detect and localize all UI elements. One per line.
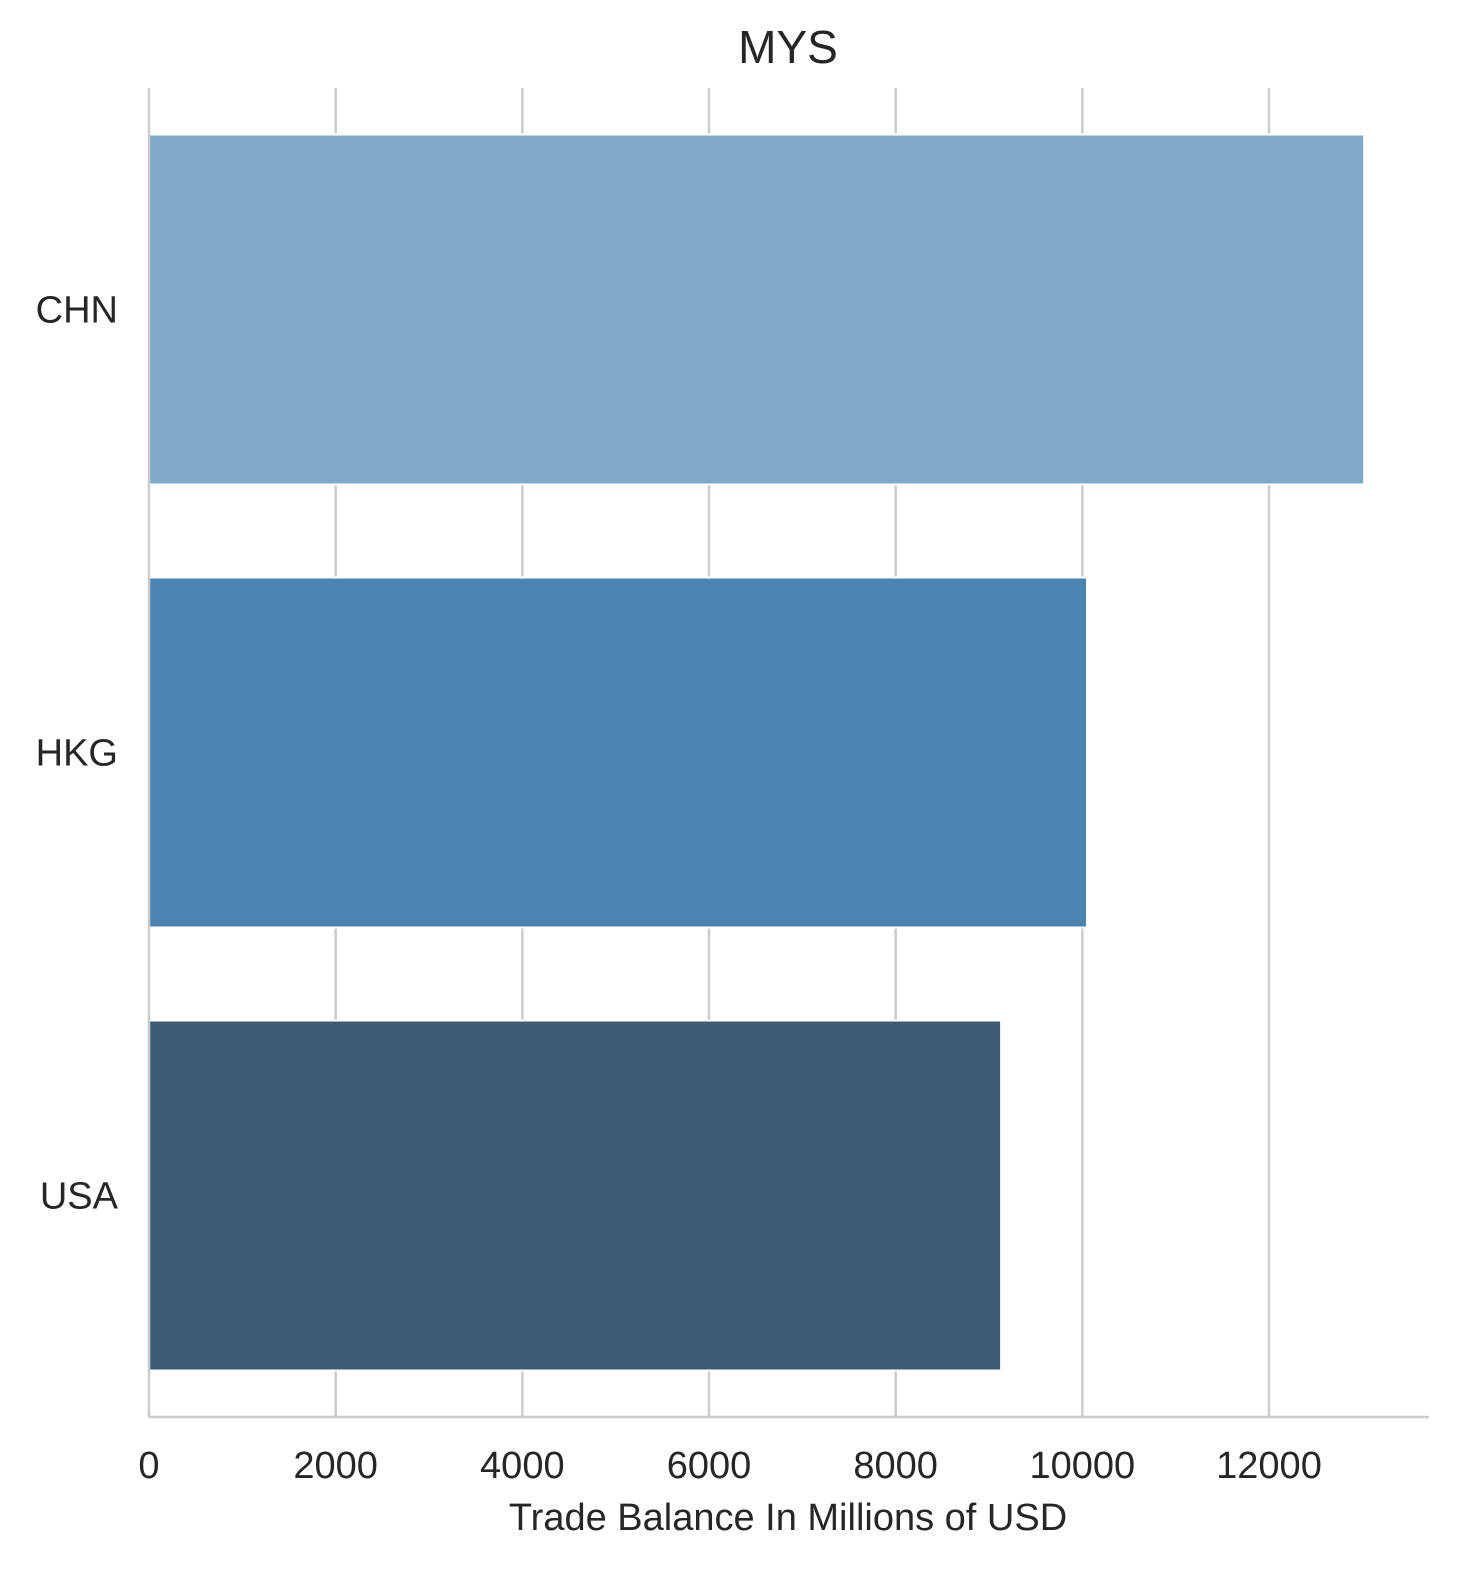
y-tick-label-hkg: HKG	[36, 733, 118, 775]
x-tick-label-12000: 12000	[1216, 1445, 1322, 1487]
x-axis-label: Trade Balance In Millions of USD	[509, 1497, 1067, 1539]
bar-usa	[148, 1019, 1003, 1372]
x-tick-label-6000: 6000	[667, 1445, 752, 1487]
x-tick-label-8000: 8000	[853, 1445, 938, 1487]
x-tick-label-0: 0	[138, 1445, 159, 1487]
chart-title: MYS	[738, 21, 838, 73]
axes	[147, 88, 1429, 1419]
y-tick-labels: CHN HKG USA	[36, 290, 119, 1218]
bars	[148, 133, 1366, 1372]
y-tick-label-chn: CHN	[36, 290, 118, 332]
bar-hkg	[148, 576, 1088, 929]
bar-chn	[148, 133, 1366, 486]
x-tick-label-2000: 2000	[293, 1445, 378, 1487]
x-tick-label-10000: 10000	[1029, 1445, 1135, 1487]
y-tick-label-usa: USA	[40, 1176, 119, 1218]
x-tick-labels: 0 2000 4000 6000 8000 10000 12000	[138, 1445, 1321, 1487]
x-tick-label-4000: 4000	[480, 1445, 565, 1487]
